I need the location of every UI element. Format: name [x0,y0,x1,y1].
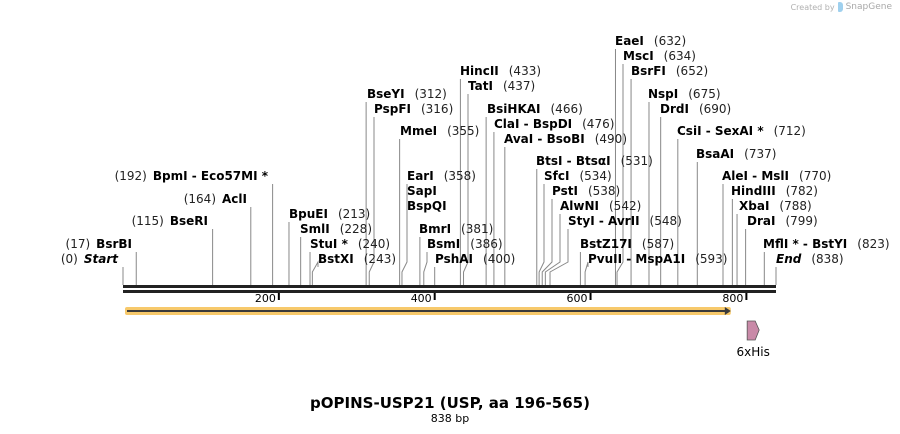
ruler-tick-label: 800 [722,292,743,305]
leader-line [549,229,569,285]
site-sfci: SfcI (534) [544,169,612,183]
site-alwni: AlwNI (542) [560,199,641,213]
site-bseyi: BseYI (312) [367,87,447,101]
site-bsrbi: (17) BsrBI [66,237,132,251]
site-drai: DraI (799) [747,214,818,228]
ruler-tick [433,293,436,300]
site-bspqi: BspQI [407,199,447,213]
site-bsaai: BsaAI (737) [696,147,776,161]
snapgene-logo-icon [837,2,843,12]
site-eari: EarI (358) [407,169,476,183]
leader-line [368,117,375,285]
site-clai-bspdi: ClaI - BspDI (476) [494,117,614,131]
site-pvuii-mspa1i: PvuII - MspA1I (593) [588,252,727,266]
leader-line [616,64,624,285]
ruler-tick [277,293,280,300]
site-bsihkai: BsiHKAI (466) [487,102,583,116]
credit-brand: SnapGene [845,2,892,12]
site-mmei: MmeI (355) [400,124,479,138]
site-csii-sexai: CsiI - SexAI * (712) [677,124,806,138]
site-bseri: (115) BseRI [132,214,208,228]
leader-line [463,94,469,285]
site-btsi-bts-i: BtsI - BtsαI (531) [536,154,653,168]
site-styi-avrii: StyI - AvrII (548) [568,214,682,228]
site-hindiii: HindIII (782) [731,184,818,198]
site-bpuei: BpuEI (213) [289,207,370,221]
site-bmri: BmrI (381) [419,222,493,236]
site-psti: PstI (538) [552,184,620,198]
ruler-tick [589,293,592,300]
site-stui: StuI * (240) [310,237,390,251]
features-track: 6xHis [125,307,770,359]
orf-arrowhead-icon [724,307,731,315]
site-bsrfi: BsrFI (652) [631,64,708,78]
site-msci: MscI (634) [623,49,696,63]
leader-line [311,260,319,285]
site-alei-msli: AleI - MslI (770) [722,169,831,183]
site-eaei: EaeI (632) [615,34,686,48]
leader-lines [122,49,777,285]
site-bpmi-eco57mi: (192) BpmI - Eco57MI * [115,169,269,183]
snapgene-credit: Created by SnapGene [791,2,892,12]
site-sapi: SapI [407,184,437,198]
site-bstxi: BstXI (243) [318,252,396,266]
site-end: End (838) [776,252,844,266]
his-tag-arrow-icon [746,320,760,341]
map-title: pOPINS-USP21 (USP, aa 196-565) [310,394,590,412]
site-mfli-bstyi: MflI * - BstYI (823) [763,237,890,251]
site-acli: (164) AclI [184,192,247,206]
leader-line [423,252,428,285]
site-avai-bsobi: AvaI - BsoBI (490) [504,132,627,146]
leader-line [401,184,408,285]
dna-backbone [123,285,776,293]
ruler-ticks: 200 400 600 800 [255,292,748,305]
site-start: (0) Start [61,252,119,266]
enzyme-labels: (0) Start(17) BsrBI(115) BseRI (164) AclI (192… [61,34,890,266]
ruler-tick [745,293,748,300]
site-drdi: DrdI (690) [660,102,731,116]
backbone-top-strand [123,285,776,288]
credit-prefix: Created by [790,2,835,12]
site-xbai: XbaI (788) [739,199,812,213]
leader-line [541,199,553,285]
leader-line [544,214,561,285]
ruler-tick-label: 600 [567,292,588,305]
site-pspfi: PspFI (316) [374,102,453,116]
leader-line [584,261,589,285]
ruler-tick-label: 200 [255,292,276,305]
site-pshai: PshAI (400) [435,252,515,266]
site-tati: TatI (437) [468,79,535,93]
leader-line [538,184,545,285]
ruler-tick-label: 400 [411,292,432,305]
sequence-length: 838 bp [430,412,470,425]
site-nspi: NspI (675) [648,87,721,101]
site-bsmi: BsmI (386) [427,237,503,251]
site-bstz17i: BstZ17I (587) [580,237,674,251]
his-tag-label: 6xHis [736,345,769,359]
site-hincii: HincII (433) [460,64,541,78]
site-smli: SmlI (228) [300,222,372,236]
backbone-bottom-strand [123,290,776,293]
